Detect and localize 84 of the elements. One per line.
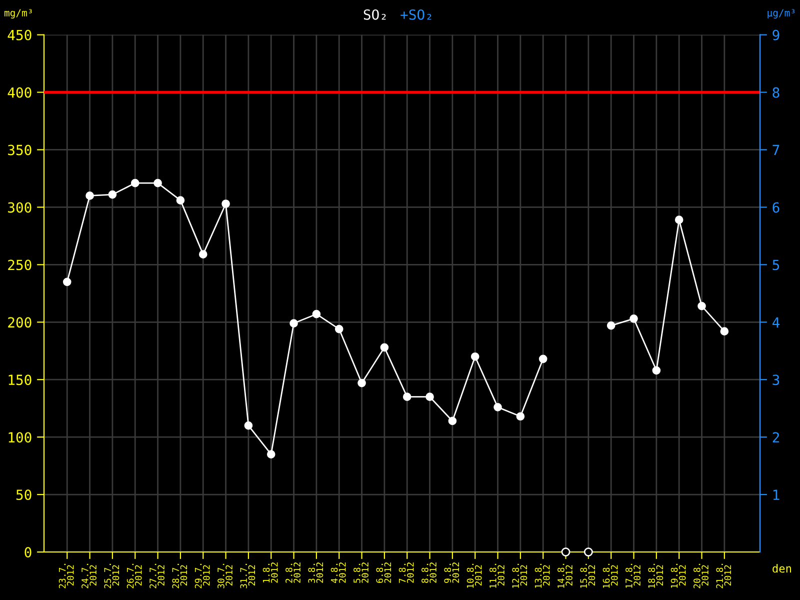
x-axis-title: den	[772, 564, 792, 573]
point	[606, 321, 616, 330]
x-tick-label: 19.8. 2012	[670, 564, 686, 588]
point	[312, 310, 321, 318]
y-tick-label: 50	[16, 490, 32, 500]
x-tick-label: 27.7. 2012	[150, 564, 164, 588]
point	[334, 324, 344, 334]
point	[222, 200, 230, 208]
point	[674, 216, 684, 224]
point	[516, 412, 525, 421]
x-tick-label: 25.7. 2012	[104, 564, 120, 588]
point	[584, 548, 593, 556]
y-tick-label: 200	[8, 317, 32, 328]
x-tick-label: 31.7. 2012	[240, 564, 256, 588]
x-tick-label: 14.8. 2012	[558, 564, 572, 588]
chart-title: SO₂	[364, 9, 386, 20]
x-tick-label: 13.8. 2012	[534, 564, 550, 588]
y-tick-label: 150	[8, 374, 32, 386]
point	[380, 343, 389, 352]
point	[538, 354, 548, 364]
y2-tick-label: 3	[772, 374, 780, 386]
x-tick-label: 15.8. 2012	[580, 564, 596, 588]
point	[290, 319, 298, 328]
y-tick-label: 300	[8, 202, 32, 213]
y2-tick-label: 2	[772, 432, 779, 442]
point	[266, 450, 276, 458]
point	[470, 352, 480, 361]
y2-tick-label: 1	[773, 490, 780, 500]
point	[86, 192, 94, 200]
x-tick-label: 3.8. 2012	[308, 562, 324, 583]
x-tick-label: 8.8. 2012	[422, 562, 436, 583]
x-tick-label: 17.8. 2012	[626, 564, 640, 588]
x-tick-label: 6.8. 2012	[376, 562, 392, 583]
x-tick-label: 28.7. 2012	[172, 564, 188, 588]
point	[176, 196, 185, 204]
x-tick-label: 4.8. 2012	[330, 562, 346, 584]
x-tick-label: 2.8. 2012	[286, 562, 300, 583]
x-tick-label: 26.7. 2012	[126, 564, 142, 588]
point	[402, 392, 412, 402]
point	[652, 366, 661, 375]
y-axis-title: mg/m³	[4, 9, 32, 18]
x-tick-label: 9.8. 2012	[444, 562, 460, 583]
point	[198, 250, 208, 258]
point	[561, 548, 570, 556]
point	[494, 403, 502, 412]
x-tick-label: 12.8. 2012	[512, 564, 528, 588]
point	[154, 178, 162, 188]
y-tick-label: 250	[8, 260, 32, 270]
point	[448, 416, 457, 426]
x-tick-label: 24.7. 2012	[82, 564, 96, 588]
x-tick-label: 18.8. 2012	[648, 564, 664, 588]
x-tick-label: 29.7. 2012	[194, 564, 210, 588]
x-tick-label: 30.7. 2012	[218, 564, 232, 588]
point	[630, 314, 638, 323]
point	[358, 378, 366, 388]
chart-subtitle: +SO₂	[400, 9, 432, 20]
point	[62, 278, 72, 286]
point	[130, 178, 140, 188]
y-tick-label: 100	[8, 432, 32, 443]
x-tick-label: 1.8. 2012	[262, 562, 278, 583]
point	[426, 392, 434, 402]
y2-tick-label: 5	[772, 260, 780, 270]
y-tick-label: 0	[24, 547, 32, 558]
x-tick-label: 23.7. 2012	[58, 564, 74, 588]
y2-tick-label: 9	[772, 30, 780, 40]
x-tick-label: 5.8. 2012	[354, 562, 368, 583]
y2-tick-label: 7	[772, 144, 780, 156]
y2-tick-label: 6	[772, 202, 780, 213]
y-tick-label: 450	[8, 30, 32, 40]
x-tick-label: 11.8. 2012	[490, 564, 504, 588]
y-tick-label: 350	[8, 144, 32, 156]
x-tick-label: 7.8. 2012	[398, 562, 414, 583]
x-tick-label: 10.8. 2012	[466, 564, 482, 588]
y2-tick-label: 4	[772, 317, 780, 328]
point	[244, 421, 253, 430]
x-tick-label: 21.8. 2012	[716, 564, 732, 588]
y2-tick-label: 8	[772, 87, 780, 98]
x-tick-label: 20.8. 2012	[694, 564, 708, 588]
point	[698, 302, 706, 310]
x-tick-label: 16.8. 2012	[602, 564, 618, 588]
point	[108, 190, 117, 199]
point	[720, 327, 729, 336]
y-tick-label: 400	[8, 87, 32, 98]
y2-axis-title: µg/m³	[768, 9, 795, 18]
